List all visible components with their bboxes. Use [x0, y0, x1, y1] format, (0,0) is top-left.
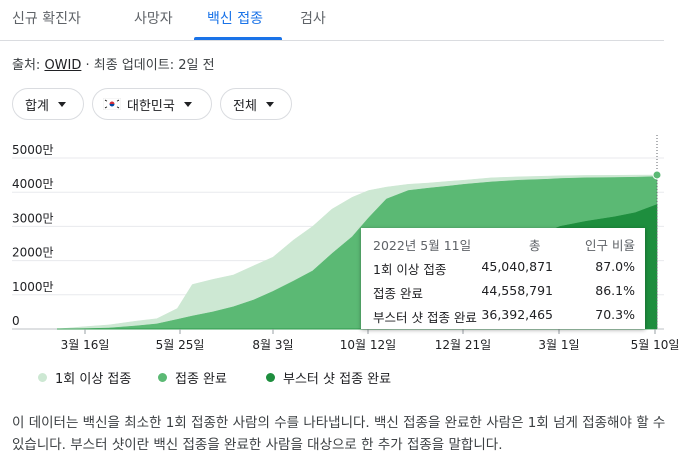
total-dropdown[interactable]: 합계	[12, 88, 84, 120]
chevron-down-icon	[183, 101, 192, 107]
hover-point	[652, 170, 662, 180]
legend-item-booster[interactable]: 부스터 샷 접종 완료	[266, 368, 391, 387]
scope-dropdown[interactable]: 전체	[220, 88, 292, 120]
legend-dot	[158, 373, 167, 382]
tab-new-cases[interactable]: 신규 확진자	[12, 11, 81, 27]
tooltip-row-total: 36,392,465	[481, 307, 553, 322]
tooltip-row: 부스터 샷 접종 완료 36,392,465 70.3%	[373, 307, 635, 327]
x-tick-label: 3월 16일	[61, 338, 110, 352]
legend-label: 1회 이상 접종	[55, 372, 132, 387]
country-dropdown-label: 대한민국	[127, 98, 175, 114]
tab-deaths[interactable]: 사망자	[134, 11, 173, 27]
y-tick-label: 4000만	[12, 177, 54, 191]
tooltip-row: 접종 완료 44,558,791 86.1%	[373, 283, 635, 303]
tooltip-row-label: 1회 이상 접종	[373, 262, 447, 277]
tooltip-col-total: 총	[529, 238, 541, 253]
tab-bar: 신규 확진자 사망자 백신 접종 검사	[0, 0, 664, 41]
legend-dot	[266, 373, 275, 382]
total-dropdown-label: 합계	[25, 98, 49, 114]
tooltip-row-rate: 70.3%	[595, 307, 635, 322]
x-tick-label: 5월 10일	[631, 338, 680, 352]
country-dropdown[interactable]: 대한민국	[92, 88, 212, 120]
x-axis-ticks: 3월 16일 5월 25일 8월 3일 10월 12일 12월 21일 3월 1일 5월 1…	[61, 329, 680, 352]
source-prefix: 출처:	[12, 58, 41, 73]
y-tick-label: 1000만	[12, 280, 54, 294]
y-tick-label: 3000만	[12, 211, 54, 225]
legend-dot	[38, 373, 47, 382]
active-tab-indicator	[194, 37, 282, 40]
x-tick-label: 3월 1일	[538, 338, 579, 352]
x-tick-label: 8월 3일	[252, 338, 293, 352]
y-axis-labels: 0 1000만 2000만 3000만 4000만 5000만	[12, 143, 54, 328]
legend-label: 접종 완료	[175, 372, 227, 387]
chart-tooltip: 2022년 5월 11일 총 인구 비율 1회 이상 접종 45,040,871…	[361, 228, 645, 329]
x-tick-label: 12월 21일	[435, 338, 491, 352]
data-description: 이 데이터는 백신을 최소한 1회 접종한 사람의 수를 나타냅니다. 백신 접…	[12, 415, 666, 453]
tooltip-row-label: 부스터 샷 접종 완료	[373, 310, 477, 325]
tab-vaccination[interactable]: 백신 접종	[207, 11, 263, 27]
scope-dropdown-label: 전체	[233, 98, 257, 114]
legend-item-first-dose[interactable]: 1회 이상 접종	[38, 368, 131, 387]
tooltip-row-rate: 86.1%	[595, 283, 635, 298]
korea-flag-icon	[103, 98, 121, 110]
tooltip-row-total: 44,558,791	[481, 283, 553, 298]
legend-item-fully-vaccinated[interactable]: 접종 완료	[158, 368, 227, 387]
chevron-down-icon	[265, 101, 274, 107]
tooltip-col-rate: 인구 비율	[585, 238, 635, 253]
source-link[interactable]: OWID	[44, 58, 82, 73]
legend-label: 부스터 샷 접종 완료	[283, 372, 392, 387]
last-updated: · 최종 업데이트: 2일 전	[85, 58, 215, 73]
tooltip-row-total: 45,040,871	[481, 259, 553, 274]
y-tick-label: 2000만	[12, 246, 54, 260]
x-tick-label: 10월 12일	[340, 338, 396, 352]
chevron-down-icon	[57, 101, 66, 107]
source-line: 출처: OWID · 최종 업데이트: 2일 전	[12, 54, 215, 73]
tooltip-row: 1회 이상 접종 45,040,871 87.0%	[373, 259, 635, 279]
y-tick-label: 5000만	[12, 143, 54, 157]
y-tick-label: 0	[12, 314, 20, 328]
tooltip-date: 2022년 5월 11일	[373, 238, 472, 253]
tooltip-header: 2022년 5월 11일 총 인구 비율	[373, 235, 635, 255]
tooltip-row-rate: 87.0%	[595, 259, 635, 274]
x-tick-label: 5월 25일	[156, 338, 205, 352]
tab-tests[interactable]: 검사	[300, 11, 326, 27]
tooltip-row-label: 접종 완료	[373, 286, 423, 301]
